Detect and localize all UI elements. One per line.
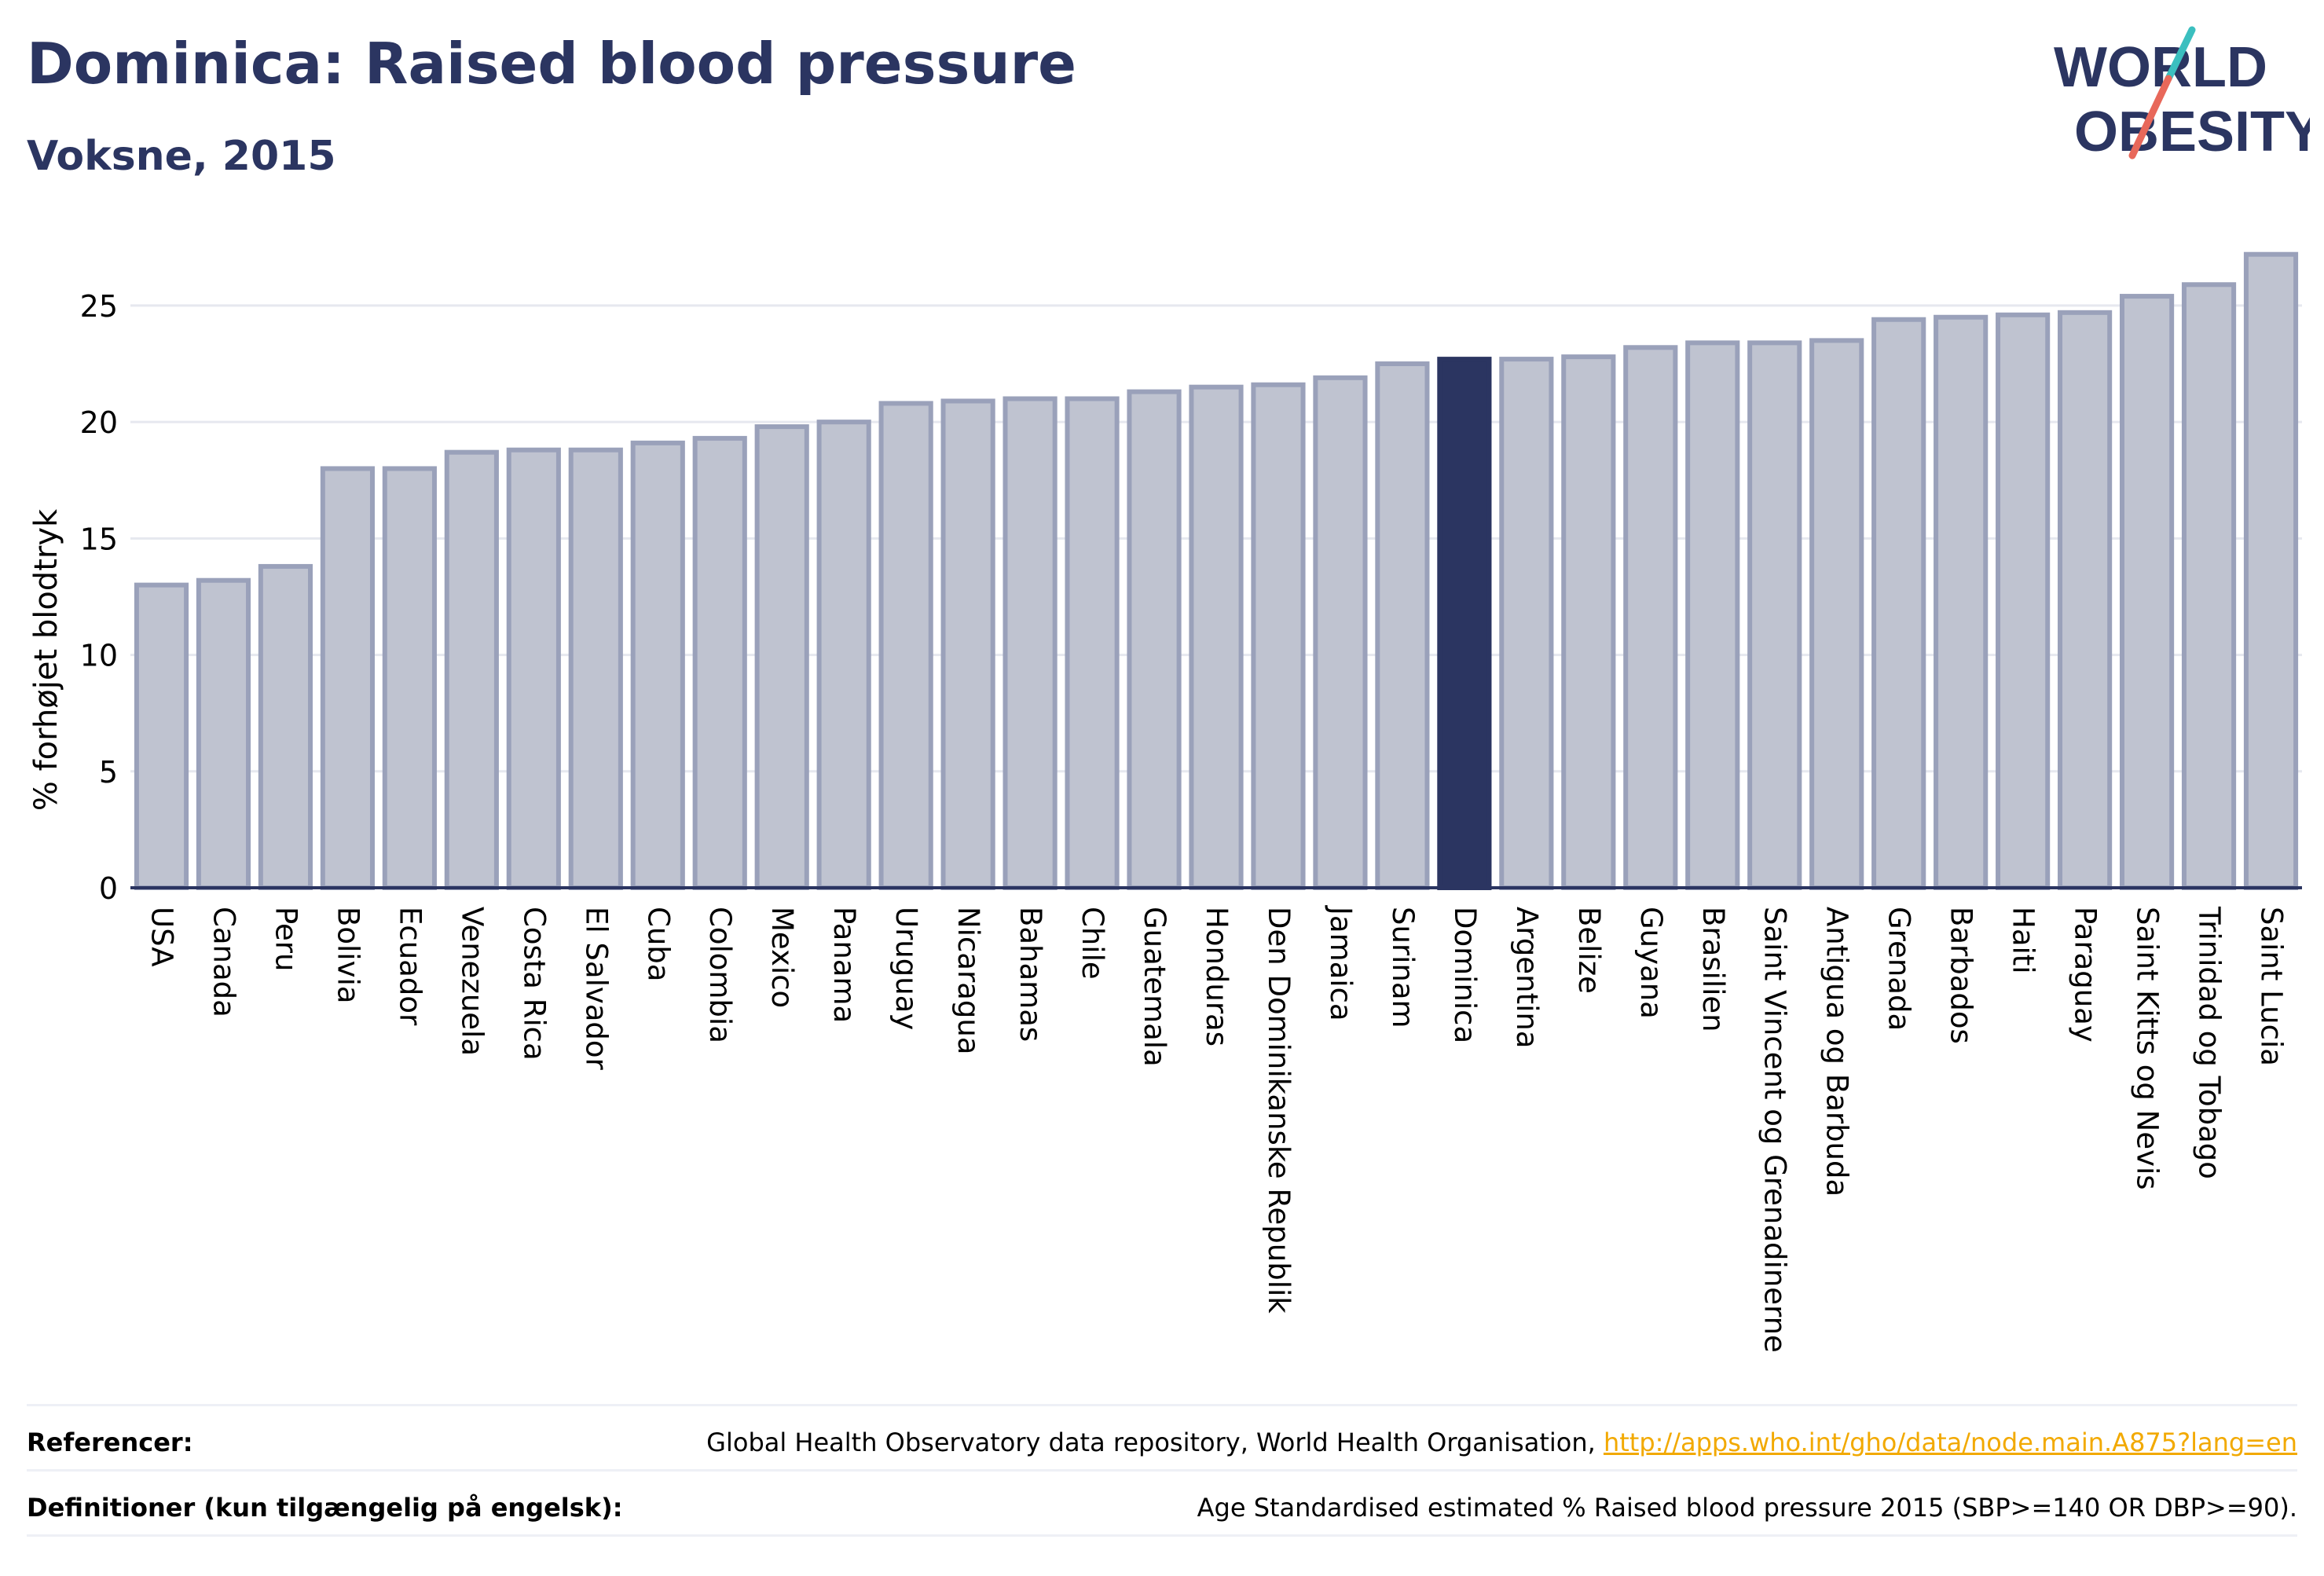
logo-slash-teal bbox=[2165, 26, 2196, 82]
bar bbox=[134, 582, 189, 891]
x-tick-label: Honduras bbox=[1200, 907, 1233, 1046]
x-tick-label: Nicaragua bbox=[951, 907, 985, 1054]
x-tick-label: Surinam bbox=[1386, 907, 1420, 1028]
bar bbox=[2058, 310, 2113, 891]
x-tick-label: Mexico bbox=[765, 907, 799, 1008]
x-tick-label: Trinidad og Tobago bbox=[2193, 906, 2227, 1179]
bar bbox=[1065, 396, 1120, 890]
x-tick-label: Ecuador bbox=[393, 907, 427, 1026]
x-tick-label: Chile bbox=[1076, 907, 1109, 980]
x-tick-label: Bolivia bbox=[331, 907, 365, 1003]
references-link[interactable]: http://apps.who.int/gho/data/node.main.A… bbox=[1603, 1428, 2297, 1457]
x-tick-label: Guyana bbox=[1634, 907, 1668, 1019]
x-tick-label: Jamaica bbox=[1324, 905, 1358, 1021]
chart-subtitle: Voksne, 2015 bbox=[27, 133, 336, 180]
bar bbox=[382, 466, 437, 890]
bar bbox=[1313, 375, 1368, 891]
bar bbox=[2243, 251, 2299, 890]
y-tick-label: 5 bbox=[99, 755, 118, 790]
bar bbox=[258, 563, 313, 891]
bar bbox=[1996, 312, 2051, 890]
definitions-label: Definitioner (kun tilgængelig på engelsk… bbox=[27, 1493, 623, 1523]
y-tick-labels: 0 5 10 15 20 25 bbox=[80, 289, 118, 906]
x-tick-label: Belize bbox=[1572, 907, 1606, 994]
x-tick-label: Uruguay bbox=[889, 907, 923, 1030]
x-tick-label: Paraguay bbox=[2069, 907, 2102, 1043]
x-tick-label: Peru bbox=[269, 907, 302, 971]
x-tick-labels: USA Canada Peru Bolivia Ecuador Venezuela Cost… bbox=[145, 905, 2288, 1353]
x-tick-label: Panama bbox=[827, 907, 861, 1023]
y-tick-label: 10 bbox=[80, 639, 118, 673]
bar bbox=[2119, 294, 2175, 891]
bar bbox=[1189, 384, 1244, 890]
x-tick-label: Guatemala bbox=[1138, 907, 1171, 1067]
x-tick-label: Venezuela bbox=[455, 907, 489, 1056]
footer-divider-top bbox=[27, 1404, 2297, 1406]
bar bbox=[878, 401, 933, 890]
bar bbox=[816, 420, 871, 890]
world-obesity-logo: WORLD OBESITY bbox=[2054, 26, 2310, 163]
x-tick-label: Den Dominikanske Republik bbox=[1262, 907, 1296, 1314]
bar bbox=[196, 577, 251, 890]
bar bbox=[692, 435, 747, 890]
x-tick-label: Grenada bbox=[1882, 907, 1916, 1031]
definitions-text: Age Standardised estimated % Raised bloo… bbox=[1197, 1493, 2297, 1523]
references-value: Global Health Observatory data repositor… bbox=[706, 1428, 2297, 1457]
bars bbox=[134, 251, 2299, 891]
y-axis-label: % forhøjet blodtryk bbox=[28, 508, 64, 811]
bar bbox=[1871, 317, 1926, 890]
bar bbox=[1251, 382, 1306, 890]
x-tick-label: Saint Lucia bbox=[2255, 907, 2289, 1066]
bar bbox=[320, 466, 375, 890]
logo-slash-coral bbox=[2128, 75, 2172, 159]
x-tick-label: Canada bbox=[207, 907, 240, 1017]
bar bbox=[506, 447, 561, 890]
logo-line2: OBESITY bbox=[2074, 101, 2310, 163]
chart-title: Dominica: Raised blood pressure bbox=[27, 31, 1076, 97]
bar bbox=[444, 449, 499, 890]
references-text: Global Health Observatory data repositor… bbox=[706, 1428, 1604, 1457]
bar bbox=[1934, 314, 1989, 890]
x-tick-label: Dominica bbox=[1448, 907, 1482, 1043]
x-tick-label: Argentina bbox=[1510, 907, 1544, 1048]
bar bbox=[940, 398, 995, 890]
y-tick-label: 20 bbox=[80, 405, 118, 440]
x-tick-label: Brasilien bbox=[1696, 907, 1730, 1032]
bar bbox=[1375, 361, 1430, 890]
footer-definitions-row: Definitioner (kun tilgængelig på engelsk… bbox=[27, 1489, 2297, 1527]
bar bbox=[2181, 282, 2237, 890]
bar bbox=[1561, 354, 1616, 890]
references-label: Referencer: bbox=[27, 1428, 193, 1457]
y-tick-label: 15 bbox=[80, 522, 118, 556]
x-tick-label: Antigua og Barbuda bbox=[1820, 907, 1854, 1197]
bar bbox=[1623, 345, 1678, 890]
x-tick-label: Bahamas bbox=[1014, 907, 1047, 1042]
x-tick-label: USA bbox=[145, 907, 178, 967]
x-tick-label: Saint Kitts og Nevis bbox=[2131, 907, 2165, 1190]
x-tick-label: Costa Rica bbox=[517, 907, 551, 1061]
x-tick-label: Colombia bbox=[703, 907, 737, 1043]
x-tick-label: Haiti bbox=[2007, 907, 2040, 974]
footer-divider-bottom bbox=[27, 1534, 2297, 1537]
bar bbox=[754, 424, 809, 890]
x-tick-label: El Salvador bbox=[579, 907, 613, 1071]
bar bbox=[1499, 357, 1554, 891]
footer-references-row: Referencer: Global Health Observatory da… bbox=[27, 1424, 2297, 1461]
y-tick-label: 25 bbox=[80, 289, 118, 324]
y-tick-label: 0 bbox=[99, 871, 118, 906]
bar bbox=[1747, 340, 1802, 891]
bar bbox=[1003, 396, 1058, 890]
x-tick-label: Saint Vincent og Grenadinerne bbox=[1758, 907, 1792, 1353]
x-tick-label: Cuba bbox=[641, 907, 675, 981]
bar-highlight bbox=[1437, 357, 1492, 891]
bar-chart: 0 5 10 15 20 25 USA Canada Peru Bolivia Ecuador Ve… bbox=[28, 251, 2302, 1353]
bar bbox=[630, 440, 685, 890]
bar bbox=[1809, 338, 1864, 890]
footer-divider-middle bbox=[27, 1469, 2297, 1472]
bar bbox=[1127, 389, 1182, 891]
x-tick-label: Barbados bbox=[1945, 907, 1978, 1044]
bar bbox=[1685, 340, 1740, 891]
bar bbox=[568, 447, 623, 890]
